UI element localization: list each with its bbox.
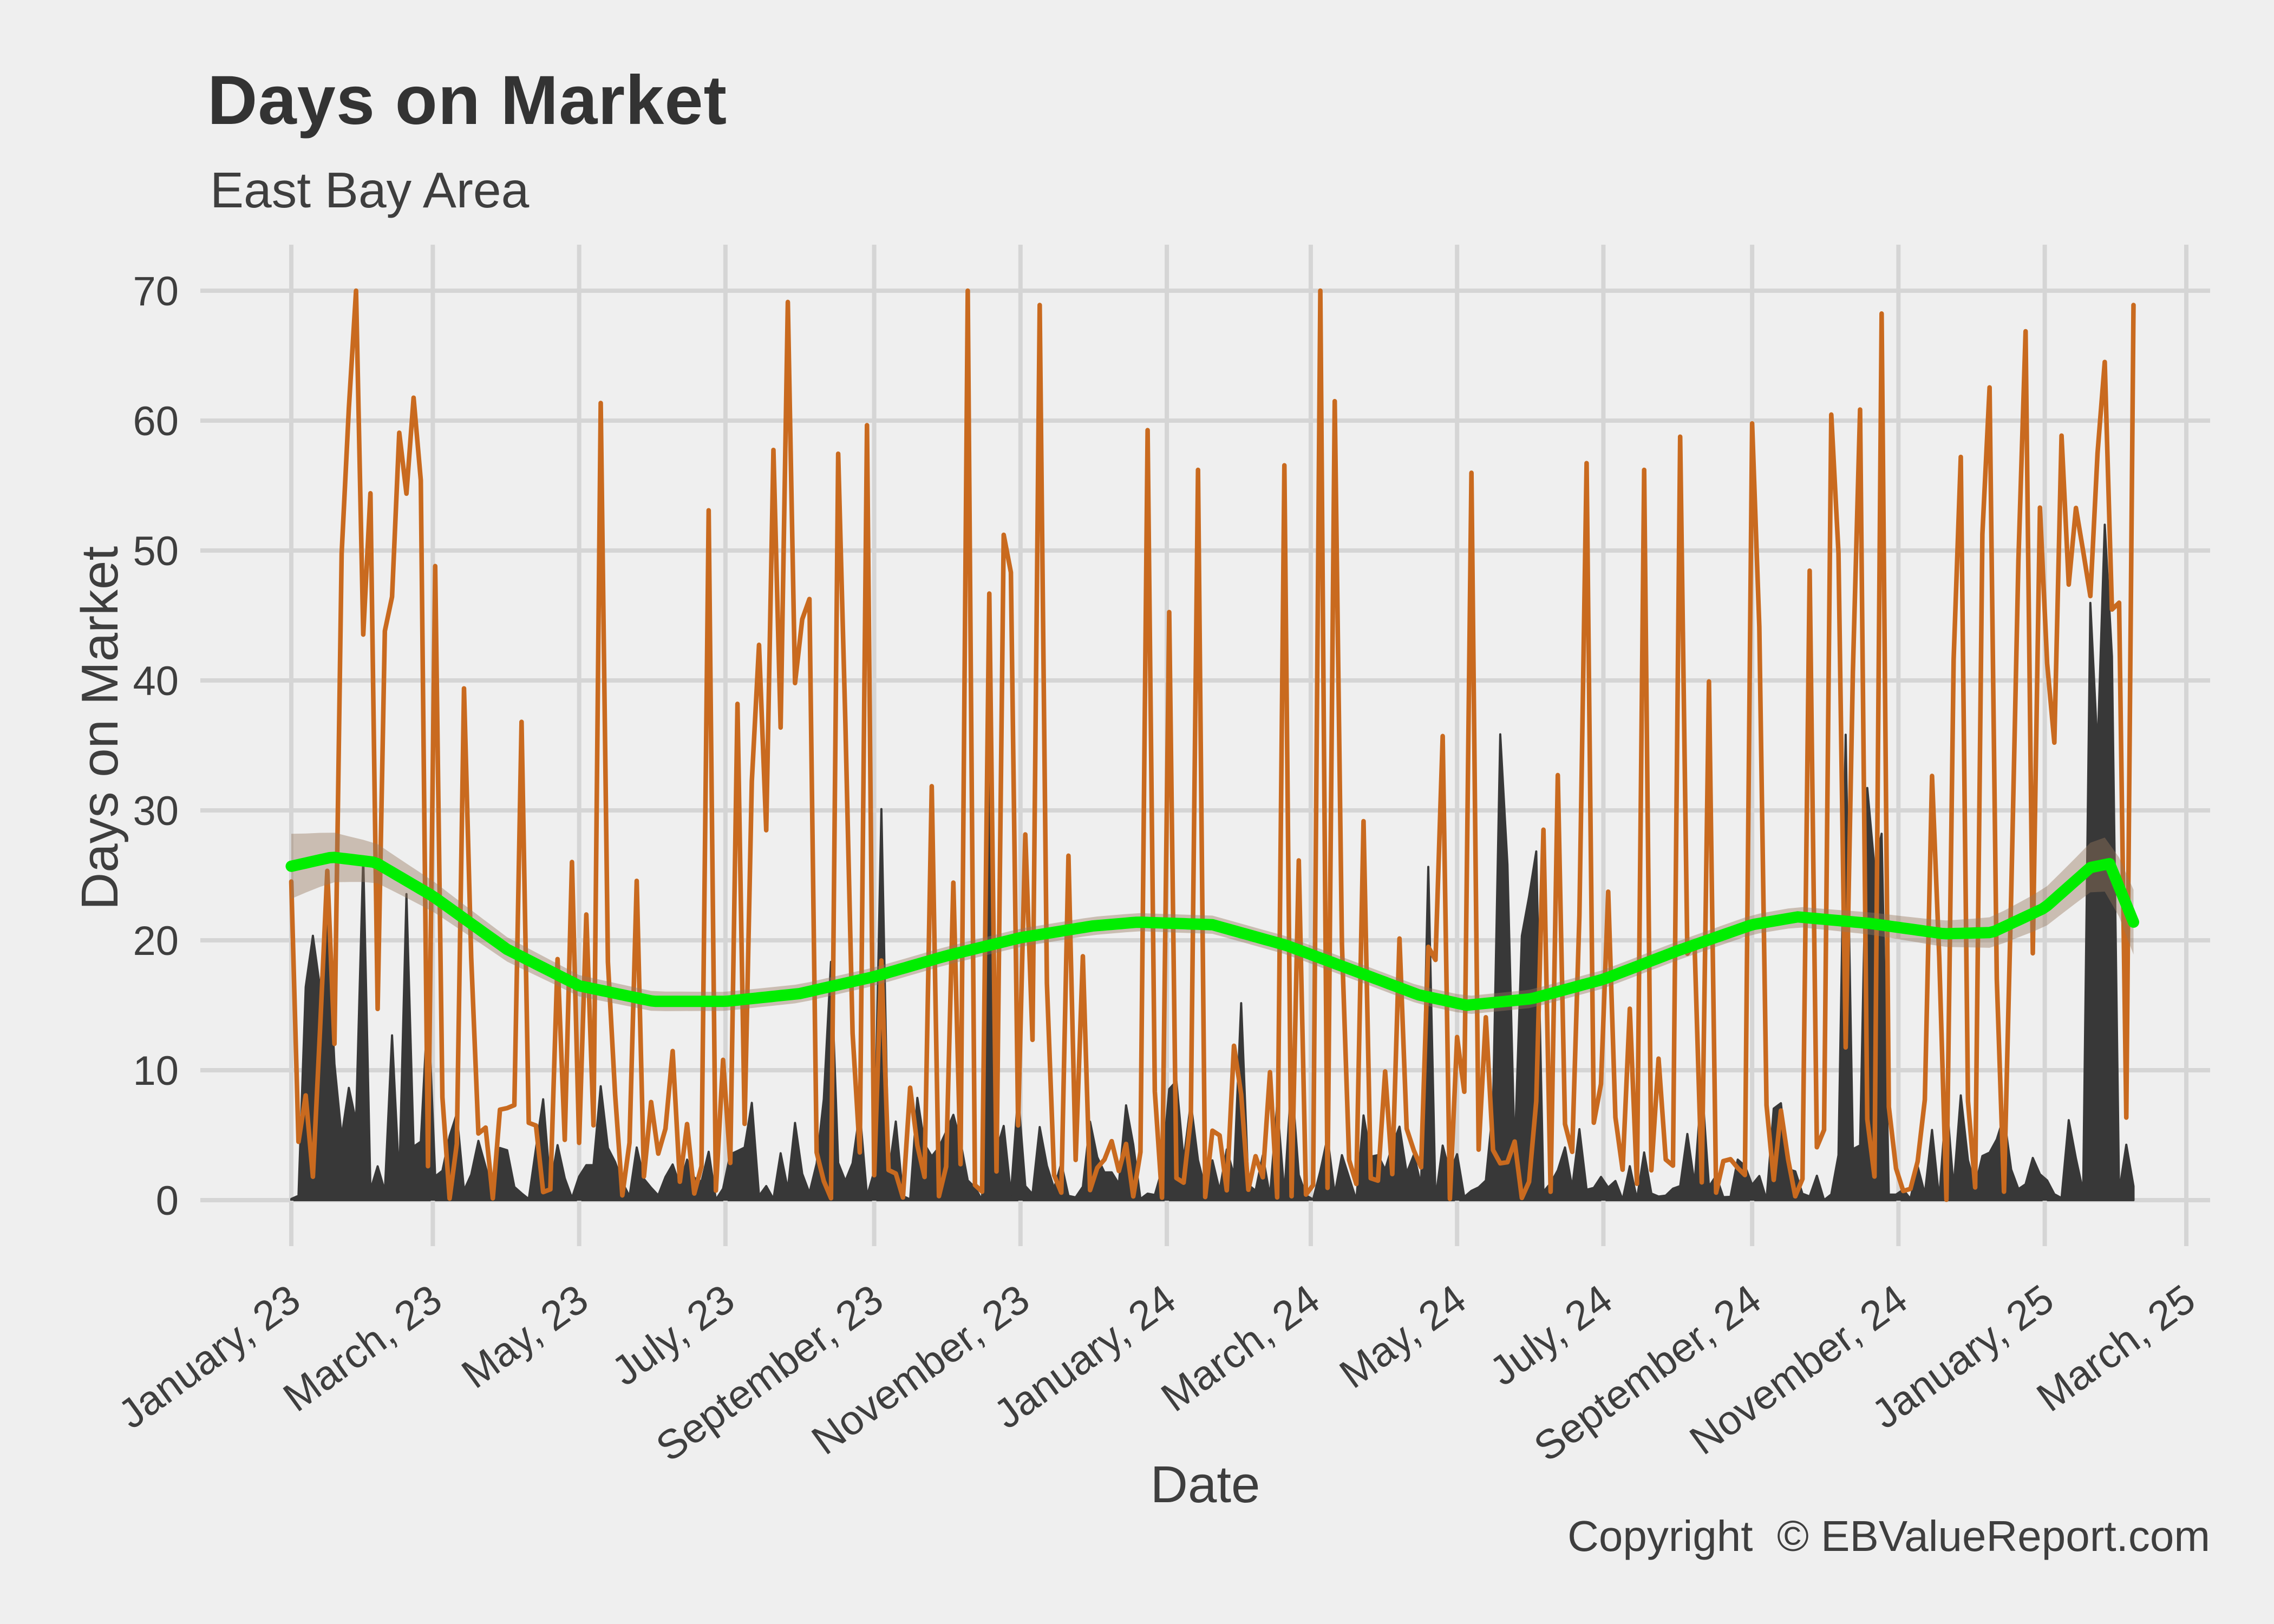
x-tick-label: January, 23 <box>110 1276 309 1438</box>
y-tick-label: 50 <box>133 528 179 574</box>
x-tick-marks <box>289 1201 2188 1246</box>
y-tick-label: 70 <box>133 269 179 315</box>
x-tick-label: May, 23 <box>454 1276 597 1397</box>
series-secondary <box>290 523 2135 1201</box>
x-tick-label: March, 25 <box>2029 1276 2204 1420</box>
series-daily <box>289 288 2136 1202</box>
x-tick-label: May, 24 <box>1331 1276 1474 1397</box>
y-tick-label: 0 <box>156 1178 179 1224</box>
y-tick-label: 40 <box>133 658 179 704</box>
trend-line <box>285 852 2139 1011</box>
y-tick-labels: 0 10 20 30 40 50 60 70 <box>133 269 179 1224</box>
chart-subtitle: East Bay Area <box>210 162 530 218</box>
copyright-text: Copyright © EBValueReport.com <box>1567 1512 2210 1560</box>
x-tick-label: July, 23 <box>604 1276 743 1394</box>
x-tick-label: March, 24 <box>1153 1276 1328 1420</box>
y-tick-label: 10 <box>133 1048 179 1094</box>
x-tick-label: July, 24 <box>1481 1276 1620 1394</box>
x-tick-label: March, 23 <box>275 1276 450 1420</box>
y-tick-label: 30 <box>133 788 179 834</box>
y-axis-title: Days on Market <box>71 546 129 911</box>
y-tick-label: 60 <box>133 398 179 444</box>
x-axis-title: Date <box>1150 1456 1260 1514</box>
chart-title: Days on Market <box>207 62 728 139</box>
y-tick-label: 20 <box>133 918 179 964</box>
